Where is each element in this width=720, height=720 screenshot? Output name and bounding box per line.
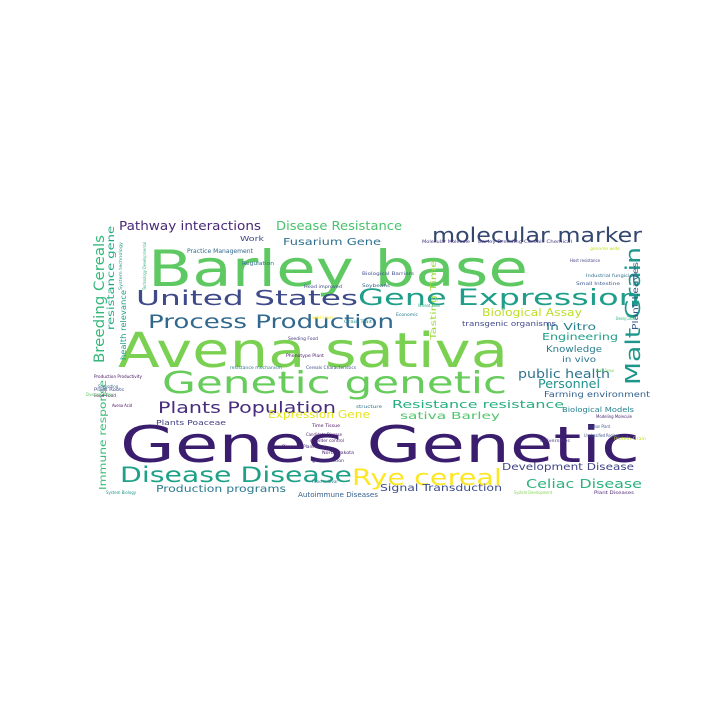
word-autoimmune-diseases: Autoimmune Diseases <box>298 491 378 499</box>
word-biological-barriers: Biological Barriers <box>362 271 414 276</box>
word-divergent-region: Divergent Region <box>86 392 114 397</box>
word-sativa-barley: sativa Barley <box>400 411 500 422</box>
word-biological-models: Biological Models <box>562 406 634 414</box>
word-molecular-molecule: Molecular Molecule <box>422 239 471 244</box>
word-development-disease: Development Disease <box>502 462 634 473</box>
word-seeding-food: Seeding Food <box>288 336 318 341</box>
word-gene-function: gene function <box>312 458 345 463</box>
word-economic: Economic <box>396 312 418 317</box>
word-host-resistance: Host resistance <box>570 258 601 263</box>
word-candidate-disease: Candidate Disease <box>306 432 343 437</box>
word-unclassified-regions: Unclassified Regions <box>584 433 620 438</box>
word-celiac-disease: Celiac Disease <box>526 477 642 491</box>
word-in-vitro: In Vitro <box>546 322 596 333</box>
word-health-relevance: health relevance <box>119 290 128 360</box>
word-grain-trait: Grain Trait <box>344 319 373 324</box>
word-industrial-fungicide: Industrial fungicide <box>586 273 637 278</box>
word-breeding-cereals: Breeding Cereals <box>92 235 108 363</box>
word-system-technology: System technology <box>118 241 123 290</box>
word-small-intestine: Small Intestine <box>576 281 621 286</box>
word-resistance-mechanism: resistance mechanism <box>230 365 282 370</box>
word-phenotype-plant: Phenotype Plant <box>286 353 324 358</box>
word-technology-developmental: Technology Developmental <box>142 242 147 291</box>
word-plants-population: Plants Population <box>158 398 336 417</box>
word-process-production: Process Production <box>148 311 394 333</box>
word-malt-grain: Malt Grain <box>621 247 645 385</box>
word-biological-assay: Biological Assay <box>482 306 583 319</box>
word-public-health: public health <box>518 367 610 381</box>
word-grain-genus: Grain Genus <box>596 368 614 373</box>
word-protein-grain: Protein Grain <box>614 436 647 441</box>
word-system-development: System Development <box>514 490 552 495</box>
word-plant-roots: Plant Roots <box>94 387 124 392</box>
word-practice-management: Practice Management <box>187 248 254 255</box>
word-genes-genetic: Genes Genetic <box>120 416 640 474</box>
word-plant-leaves: Plant Leaves <box>631 262 640 330</box>
word-universities: Universities <box>540 438 570 443</box>
word-supporting: Supporting <box>98 384 118 389</box>
word-wheat-loss: Wheat Loss <box>418 303 440 308</box>
word-wild-lines: wild Lines <box>312 315 334 320</box>
word-brewing-cultivar: Brewing Cultivar <box>616 316 636 321</box>
word-farming-environment: Farming environment <box>544 390 650 399</box>
word-rye-cereal: Rye cereal <box>352 466 502 491</box>
word-disease-disease: Disease Disease <box>120 463 352 487</box>
word-avena-acid: Avena Acid <box>112 403 132 408</box>
word-united-states: United States <box>136 286 358 310</box>
word-north-dakota: North Dakota <box>322 450 355 455</box>
word-disease-resistance: Disease Resistance <box>276 219 402 233</box>
word-transgenic-organisms: transgenic organisms <box>462 320 556 328</box>
word-soybeans: Soybeans <box>362 283 390 288</box>
word-plants-poaceae: Plants Poaceae <box>156 419 226 427</box>
word-molecular-marker: molecular marker <box>432 223 643 247</box>
word-production-programs: Production programs <box>156 484 286 495</box>
word-barley-breeding-cereals-chemical: Barley Breeding Cereals Chemical <box>478 239 572 244</box>
word-resistance-gene: resistance gene <box>106 226 117 330</box>
word-cereals-characteristics: Cereals Characteristics <box>306 365 356 370</box>
word-expression-gene: Expression Gene <box>268 408 370 421</box>
word-avena-sativa: Avena sativa <box>118 323 508 379</box>
word-structure: structure <box>356 404 383 409</box>
word-food-cultivar: Food cultivar <box>312 479 338 484</box>
word-in-vivo: in vivo <box>562 355 596 364</box>
word-knowledge: Knowledge <box>546 345 603 355</box>
word-regulation: Regulation <box>242 261 274 267</box>
word-fusarium-gene: Fusarium Gene <box>283 237 381 248</box>
word-immune-response: Immune response <box>98 380 109 490</box>
word-time-tissue: Time Tissue <box>311 423 341 428</box>
word-work: Work <box>240 235 265 243</box>
word-genetic-genetic: Genetic genetic <box>162 366 507 401</box>
word-system-biology: System Biology <box>106 490 137 495</box>
word-modeling-molecule: Modeling Molecule <box>596 414 633 419</box>
word-genome-wide: genome wide <box>590 246 621 251</box>
word-diseases-plant: Diseases Plant <box>282 444 314 449</box>
word-food-food: Food Food <box>94 393 116 398</box>
word-production-productivity: Production Productivity <box>94 374 143 379</box>
word-gene-expression: Gene Expression <box>358 286 640 311</box>
word-tasting-time: Tasting Time <box>429 260 438 342</box>
word-engineering: Engineering <box>542 332 618 343</box>
word-plant-diseases: Plant Diseases <box>594 490 634 495</box>
word-disorder-control: disorder control <box>310 438 344 443</box>
word-head-improved: Head improved <box>304 284 343 289</box>
word-signal-transduction: Signal Transduction <box>380 483 502 494</box>
word-human-plant: Human Plant <box>588 424 610 429</box>
word-pathway-interactions: Pathway interactions <box>119 219 261 233</box>
word-resistance-resistance: Resistance resistance <box>392 398 564 411</box>
word-personnel: Personnel <box>538 377 600 391</box>
word-barley-base: Barley base <box>148 240 528 298</box>
